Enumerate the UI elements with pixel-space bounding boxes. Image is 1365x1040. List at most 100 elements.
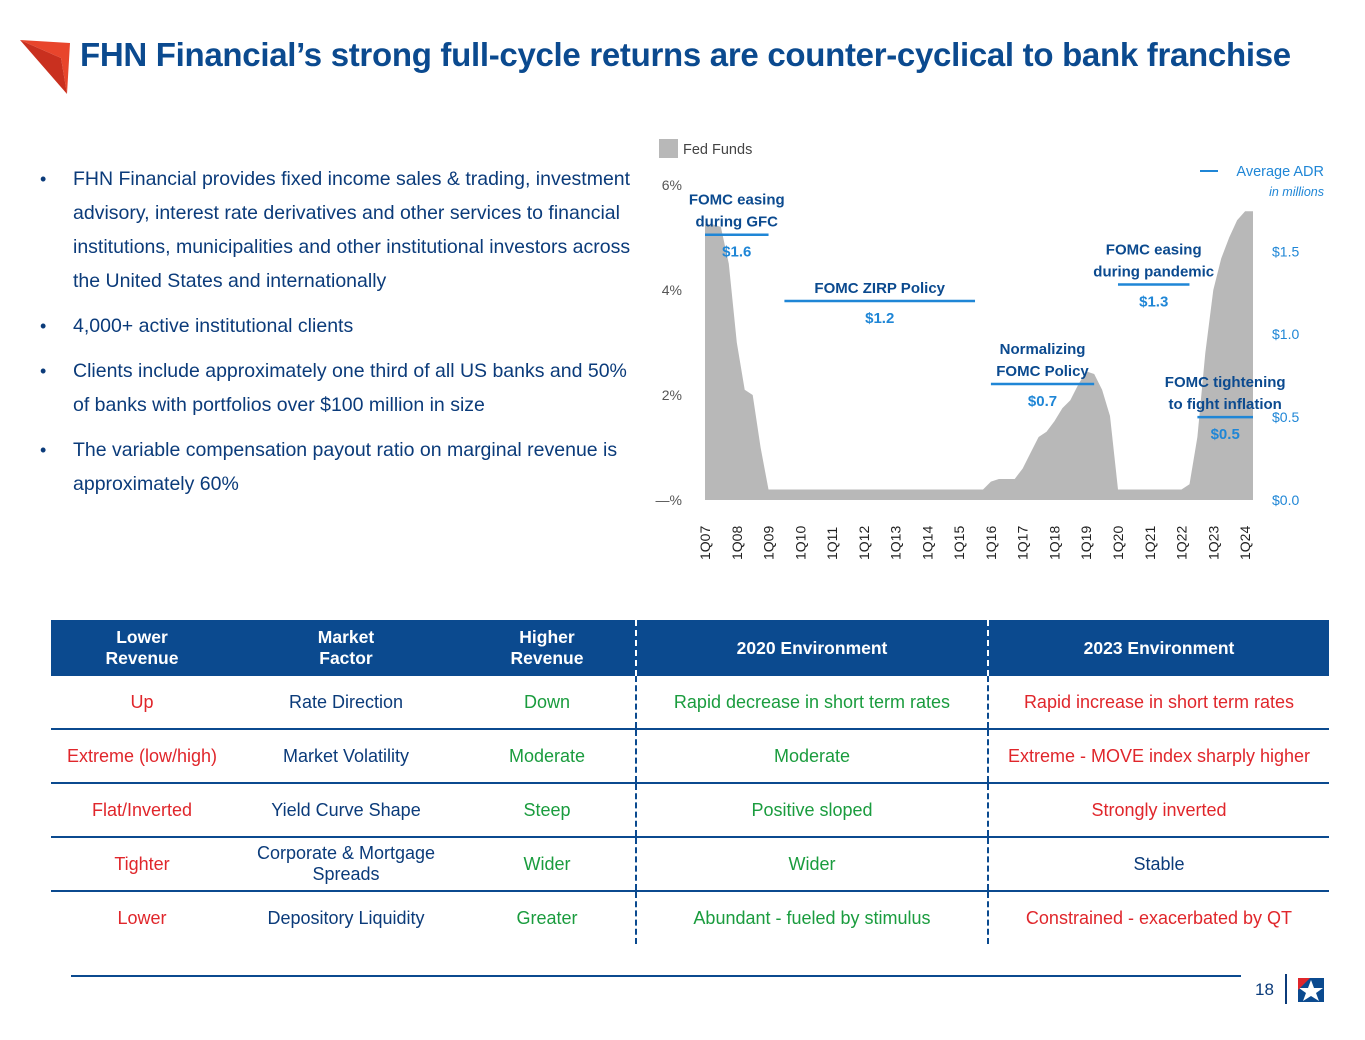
right-axis-tick-label: $1.0 xyxy=(1272,326,1299,342)
adr-period-label: Normalizing xyxy=(1000,341,1086,358)
adr-value-label: $0.7 xyxy=(1028,393,1057,410)
cell-2023-environment: Rapid increase in short term rates xyxy=(987,676,1329,730)
table-row: Up Rate Direction Down Rapid decrease in… xyxy=(51,676,1329,730)
cell-2020-environment: Moderate xyxy=(635,729,988,784)
cell-2023-environment: Stable xyxy=(987,837,1329,892)
cell-market-factor: Yield Curve Shape xyxy=(233,783,459,838)
bullet-dot: • xyxy=(40,440,47,460)
x-axis-tick-label: 1Q15 xyxy=(951,526,967,560)
legend-adr-label: Average ADR xyxy=(1236,164,1324,180)
header-2020-environment: 2020 Environment xyxy=(635,620,988,676)
page-title: FHN Financial’s strong full-cycle return… xyxy=(80,36,1291,73)
adr-value-label: $1.2 xyxy=(865,310,894,327)
table-row: Flat/Inverted Yield Curve Shape Steep Po… xyxy=(51,783,1329,838)
adr-value-label: $1.6 xyxy=(722,244,751,261)
x-axis-tick-label: 1Q24 xyxy=(1237,526,1253,560)
adr-period-label: FOMC ZIRP Policy xyxy=(814,280,945,297)
x-axis-tick-label: 1Q12 xyxy=(856,526,872,560)
bullet-item: • The variable compensation payout ratio … xyxy=(40,433,640,501)
x-axis-tick-label: 1Q21 xyxy=(1142,526,1158,560)
cell-2023-environment: Constrained - exacerbated by QT xyxy=(987,891,1329,944)
page-number: 18 xyxy=(1255,980,1274,999)
adr-period-label: during pandemic xyxy=(1093,263,1214,280)
cell-lower-revenue: Extreme (low/high) xyxy=(51,729,233,784)
x-axis-tick-label: 1Q19 xyxy=(1078,526,1094,560)
x-axis-tick-label: 1Q13 xyxy=(888,526,904,560)
cell-lower-revenue: Tighter xyxy=(51,837,233,892)
cell-2020-environment: Rapid decrease in short term rates xyxy=(635,676,988,730)
x-axis-tick-label: 1Q09 xyxy=(761,526,777,560)
x-axis-tick-label: 1Q16 xyxy=(983,526,999,560)
footer-divider xyxy=(71,975,1241,977)
cell-higher-revenue: Moderate xyxy=(459,729,636,784)
corner-logo-icon xyxy=(20,40,70,94)
x-axis-tick-label: 1Q20 xyxy=(1110,526,1126,560)
adr-value-label: $1.3 xyxy=(1139,293,1168,310)
cell-lower-revenue: Lower xyxy=(117,907,167,928)
x-axis-tick-label: 1Q18 xyxy=(1046,526,1062,560)
cell-higher-revenue: Greater xyxy=(516,907,578,928)
adr-period-label: during GFC xyxy=(696,214,779,231)
cell-higher-revenue: Wider xyxy=(459,837,636,892)
table-row: Lower Depository Liquidity Greater Abund… xyxy=(51,891,1329,944)
cell-2020-environment: Positive sloped xyxy=(635,783,988,838)
x-axis-tick-label: 1Q14 xyxy=(919,526,935,560)
cell-market-factor: Depository Liquidity xyxy=(267,907,425,928)
adr-period-label: FOMC Policy xyxy=(996,363,1089,380)
cell-higher-revenue: Down xyxy=(459,676,636,730)
legend-adr-unit: in millions xyxy=(1269,185,1324,199)
fed-funds-area xyxy=(705,211,1253,501)
table-header-row: Lower Revenue Market Factor Higher Reven… xyxy=(51,620,1329,676)
left-axis-tick-label: 4% xyxy=(662,282,682,298)
table-row: Extreme (low/high) Market Volatility Mod… xyxy=(51,729,1329,784)
bullet-text: Clients include approximately one third … xyxy=(73,360,627,416)
right-axis-tick-label: $0.5 xyxy=(1272,409,1299,425)
legend-fed-funds-label: Fed Funds xyxy=(683,142,752,158)
adr-period-label: FOMC tightening xyxy=(1165,374,1286,391)
x-axis-tick-label: 1Q17 xyxy=(1015,526,1031,560)
cell-lower-revenue: Flat/Inverted xyxy=(51,783,233,838)
fed-funds-adr-chart: —% 2% 4% 6% $0.0 $0.5 $1.0 $1.5 1Q07 1Q08 1Q09 1Q10… xyxy=(640,130,1355,570)
bullet-text: 4,000+ active institutional clients xyxy=(73,315,354,337)
adr-value-label: $0.5 xyxy=(1211,426,1240,443)
cell-higher-revenue: Steep xyxy=(459,783,636,838)
legend-fed-funds-swatch xyxy=(659,139,678,158)
header-market-factor: Market Factor xyxy=(233,620,459,676)
x-axis-tick-label: 1Q08 xyxy=(729,526,745,560)
left-axis-tick-label: —% xyxy=(656,492,682,508)
right-axis-tick-label: $0.0 xyxy=(1272,492,1299,508)
x-axis-tick-label: 1Q22 xyxy=(1174,526,1190,560)
adr-period-label: FOMC easing xyxy=(1106,241,1202,258)
cell-market-factor: Market Volatility xyxy=(233,729,459,784)
bullet-text: The variable compensation payout ratio o… xyxy=(73,439,618,495)
cell-lower-revenue: Up xyxy=(51,676,233,730)
market-environment-table: Lower Revenue Market Factor Higher Reven… xyxy=(51,620,1329,944)
x-axis-tick-label: 1Q10 xyxy=(792,526,808,560)
page-number-separator xyxy=(1285,974,1287,1004)
cell-market-factor: Corporate & Mortgage Spreads xyxy=(233,837,459,892)
table-row: Tighter Corporate & Mortgage Spreads Wid… xyxy=(51,837,1329,892)
bullet-item: • FHN Financial provides fixed income sal… xyxy=(40,162,640,298)
bullet-dot: • xyxy=(40,316,47,336)
bullet-text: FHN Financial provides fixed income sale… xyxy=(73,168,631,292)
chart-canvas: —% 2% 4% 6% $0.0 $0.5 $1.0 $1.5 1Q07 1Q08 1Q09 1Q10… xyxy=(656,139,1324,560)
x-axis-tick-label: 1Q11 xyxy=(824,527,840,560)
cell-2023-environment: Strongly inverted xyxy=(987,783,1329,838)
header-higher-revenue: Higher Revenue xyxy=(459,620,636,676)
bullet-dot: • xyxy=(40,169,47,189)
cell-2020-environment: Abundant - fueled by stimulus xyxy=(635,891,988,944)
adr-period-label: FOMC easing xyxy=(689,192,785,209)
cell-market-factor: Rate Direction xyxy=(233,676,459,730)
x-axis-tick-label: 1Q07 xyxy=(697,526,713,560)
cell-2020-environment: Wider xyxy=(635,837,988,892)
left-axis-tick-label: 6% xyxy=(662,177,682,193)
header-2023-environment: 2023 Environment xyxy=(987,620,1329,676)
left-axis-tick-label: 2% xyxy=(662,387,682,403)
bullet-item: • Clients include approximately one third… xyxy=(40,354,640,422)
bullet-dot: • xyxy=(40,361,47,381)
cell-2023-environment: Extreme - MOVE index sharply higher xyxy=(987,729,1329,784)
company-logo-icon xyxy=(1296,976,1326,1004)
bullet-list: • FHN Financial provides fixed income sal… xyxy=(40,162,640,512)
adr-period-label: to fight inflation xyxy=(1169,396,1282,413)
right-axis-tick-label: $1.5 xyxy=(1272,243,1299,259)
